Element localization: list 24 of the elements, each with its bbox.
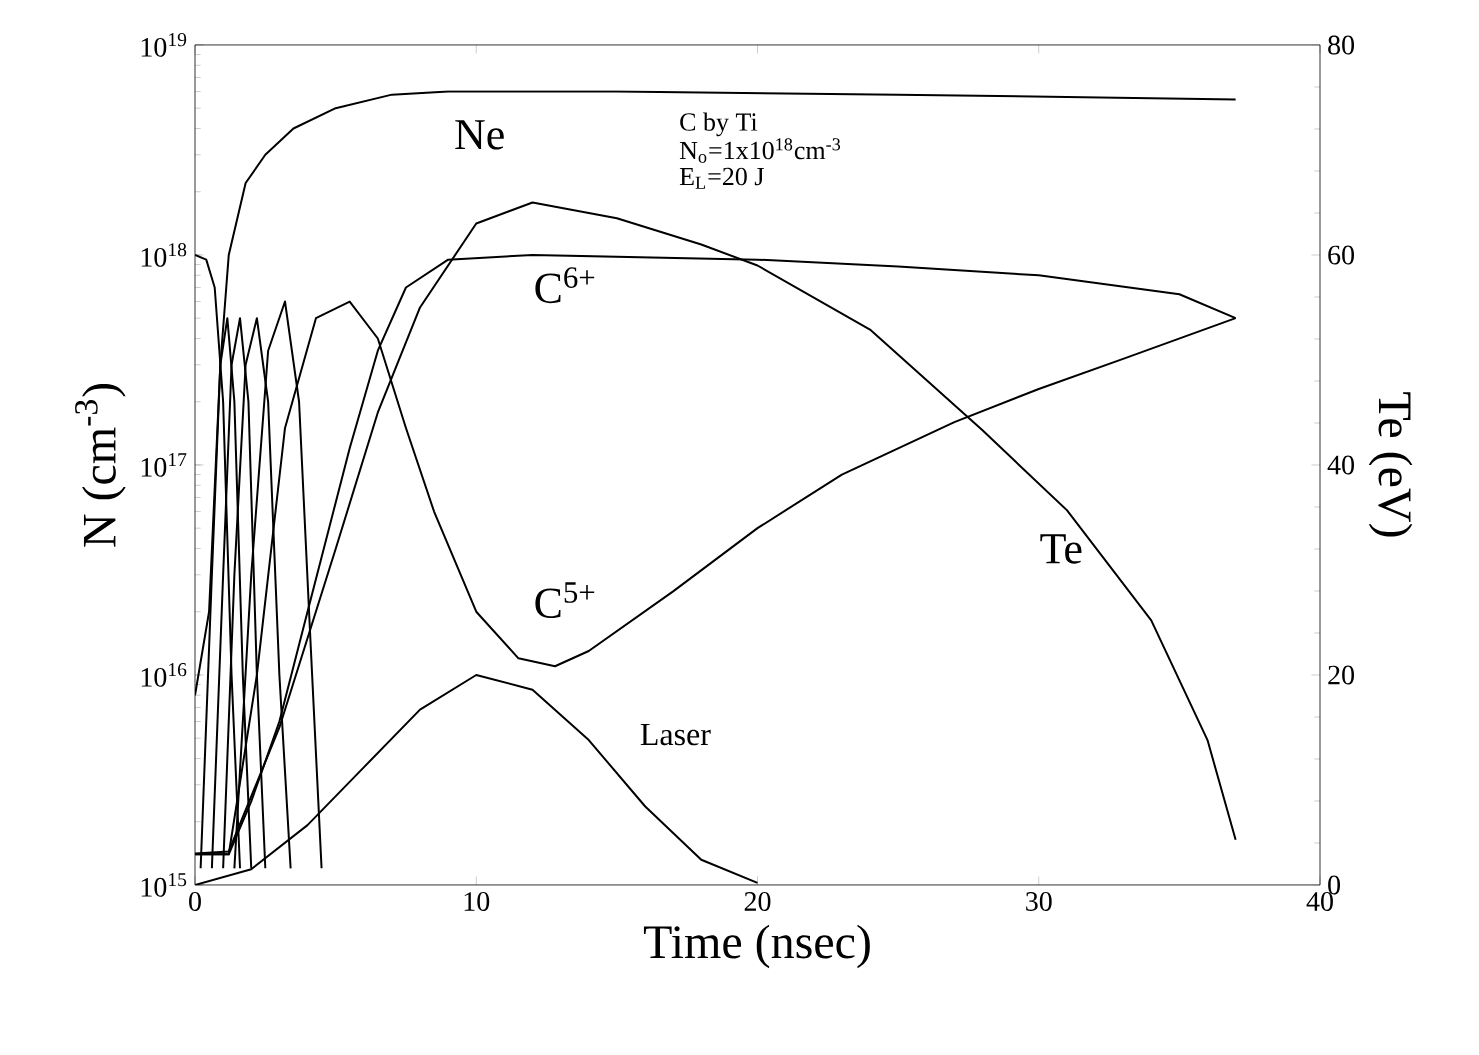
y2-tick-label: 80	[1328, 35, 1354, 55]
x-tick-label: 20	[744, 892, 771, 911]
y2-axis-title: Te (eV)	[1368, 392, 1413, 537]
series-label: Ne	[455, 120, 504, 150]
series-label: C$^{5+}$	[535, 582, 595, 619]
annotation: C by Ti	[680, 112, 758, 137]
series-label: Te	[1040, 534, 1082, 564]
y-tick-label: 10$^{16}$	[141, 663, 187, 687]
y2-tick-label: 20	[1328, 665, 1354, 685]
annotation: N$_{o}$=1x10$^{18}$cm$^{-3}$	[679, 138, 841, 163]
x-tick-label: 10	[464, 892, 490, 911]
y2-tick-label: 60	[1328, 245, 1354, 265]
series-label: Laser	[640, 723, 711, 746]
series-label: C$^{6+}$	[535, 267, 595, 304]
annotation: E$_{L}$=20 J	[679, 167, 764, 189]
x-axis-title: Time (nsec)	[643, 924, 870, 969]
y-tick-label: 10$^{17}$	[141, 453, 187, 477]
x-tick-label: 30	[1026, 892, 1052, 911]
y2-tick-label: 40	[1327, 455, 1354, 475]
y-tick-label: 10$^{18}$	[141, 243, 187, 267]
x-tick-label: 0	[189, 892, 201, 911]
y-axis-title: N (cm$^{-3}$)	[75, 383, 126, 547]
y-tick-label: 10$^{19}$	[141, 33, 187, 57]
y-tick-label: 10$^{15}$	[141, 873, 187, 897]
